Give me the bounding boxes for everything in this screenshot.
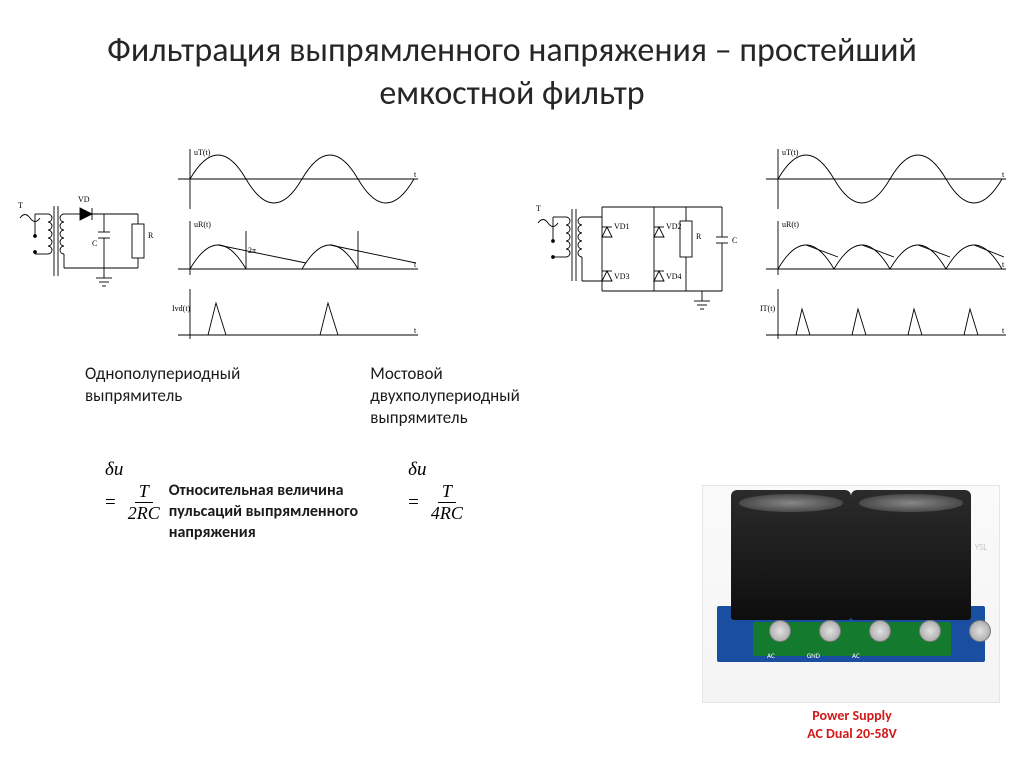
photo-image: AC GND AC YSL (702, 485, 1000, 703)
pcb-gnd: GND (807, 651, 820, 660)
screw (769, 620, 791, 642)
label-VD: VD (78, 195, 90, 204)
eq-2: = (408, 492, 419, 514)
halfwave-circuit: T VD C R (8, 168, 168, 318)
bridge-column: T VD1 VD2 VD3 VD4 R C uT( (526, 143, 1016, 343)
wave-ivd: Ivd(t) (172, 304, 191, 313)
label-C2: C (732, 236, 737, 245)
eq-1: = (105, 492, 116, 514)
terminal-screws (769, 620, 991, 642)
bridge-waveforms: uT(t) t uR(t) t IT(t) t (756, 143, 1016, 343)
photo-caption: Power Supply AC Dual 20-58V (702, 707, 1002, 742)
screw (969, 620, 991, 642)
label-R: R (148, 231, 154, 240)
label-C: C (92, 239, 97, 248)
caption-line1: Power Supply (702, 707, 1002, 725)
pcb-labels: AC GND AC (767, 651, 860, 660)
bridge-label: Мостовойдвухполупериодныйвыпрямитель (370, 363, 520, 429)
wave-t1: t (414, 170, 417, 179)
capacitor-1 (731, 490, 851, 620)
halfwave-label: Однополупериодныйвыпрямитель (85, 363, 240, 429)
label-VD2: VD2 (666, 222, 682, 231)
capacitor-2 (851, 490, 971, 620)
label-T: T (18, 201, 23, 210)
label-R2: R (696, 232, 702, 241)
pcb-ac2: AC (852, 651, 860, 660)
wave2-it: IT(t) (760, 304, 775, 313)
halfwave-column: T VD C R (8, 143, 428, 343)
wave2-ut: uT(t) (782, 148, 799, 157)
wave-ut: uT(t) (194, 148, 211, 157)
wave2-t3: t (1002, 326, 1005, 335)
label-VD4: VD4 (666, 272, 682, 281)
screw (819, 620, 841, 642)
wave-tau: 2π (248, 246, 256, 255)
slide-title: Фильтрация выпрямленного напряжения – пр… (0, 0, 1024, 135)
watermark: YSL (975, 542, 987, 553)
wave-t3: t (414, 326, 417, 335)
den-1: 2RC (124, 503, 164, 524)
product-photo: AC GND AC YSL Power Supply AC Dual 20-58… (702, 485, 1002, 742)
label-VD3: VD3 (614, 272, 630, 281)
num-2: T (438, 481, 456, 503)
screw (869, 620, 891, 642)
label-VD1: VD1 (614, 222, 630, 231)
wave-t2: t (414, 260, 417, 269)
wave2-t1: t (1002, 170, 1005, 179)
formula-halfwave: δu = T 2RC (105, 459, 164, 524)
den-2: 4RC (427, 503, 467, 524)
bridge-circuit: T VD1 VD2 VD3 VD4 R C (526, 163, 756, 323)
labels-row: Однополупериодныйвыпрямитель Мостовойдву… (0, 343, 1024, 429)
formula-bridge: δu = T 4RC (408, 459, 467, 524)
delta-u-2: δu (408, 459, 426, 481)
wave2-t2: t (1002, 260, 1005, 269)
wave-ur: uR(t) (194, 220, 211, 229)
num-1: T (135, 481, 153, 503)
pulsation-text: Относительная величинапульсаций выпрямле… (169, 481, 358, 543)
caption-line2: AC Dual 20-58V (702, 725, 1002, 743)
wave2-ur: uR(t) (782, 220, 799, 229)
label-T2: T (536, 204, 541, 213)
pcb-ac1: AC (767, 651, 775, 660)
diagrams-row: T VD C R (0, 143, 1024, 343)
screw (919, 620, 941, 642)
delta-u-1: δu (105, 459, 123, 481)
halfwave-waveforms: uT(t) t uR(t) t 2π Ivd(t) t (168, 143, 428, 343)
